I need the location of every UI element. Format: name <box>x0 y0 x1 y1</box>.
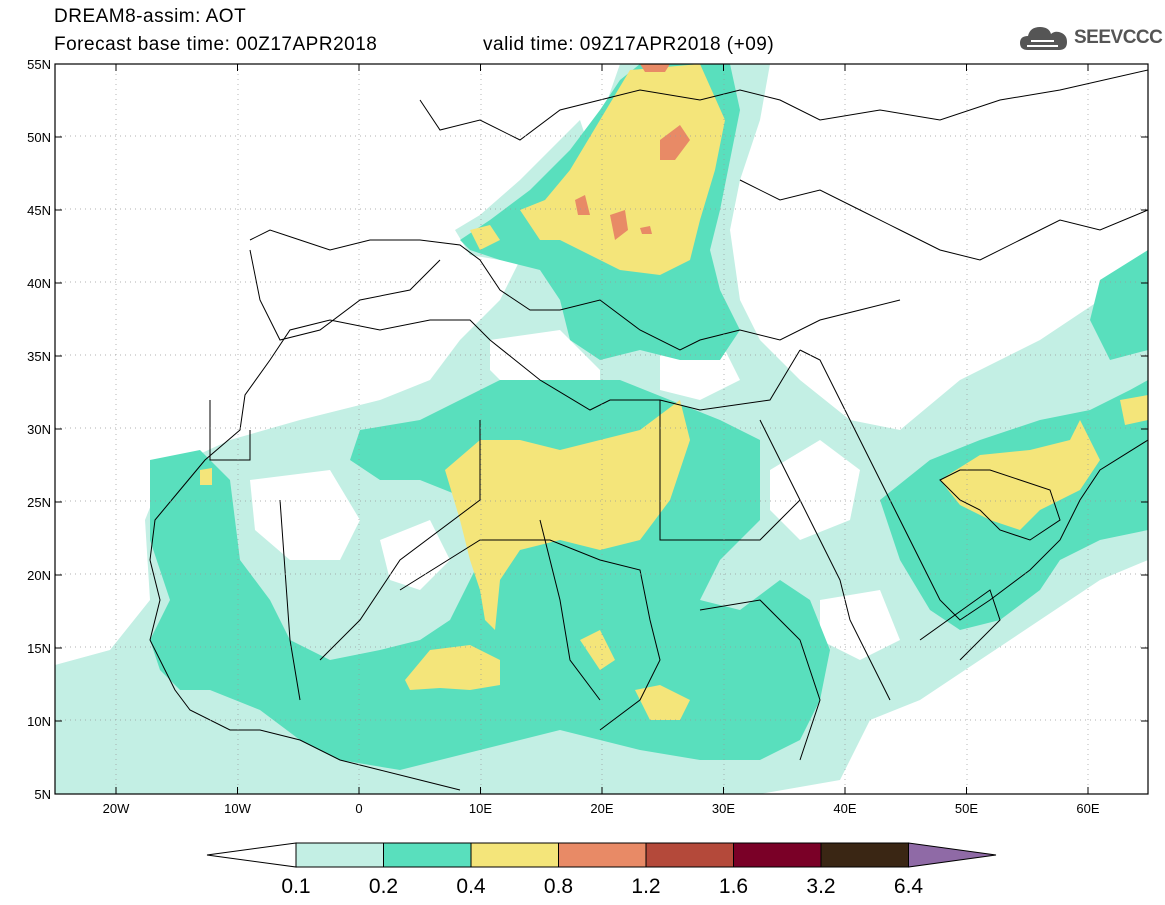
gridlines <box>55 64 1148 794</box>
seevccc-logo: SEEVCCC <box>1018 22 1163 54</box>
lat-tick-label: 55N <box>27 57 51 72</box>
lat-tick-label: 35N <box>27 349 51 364</box>
colorbar-label: 1.6 <box>719 875 748 898</box>
longitude-axis: 20W 10W 0 10E 20E 30E 40E 50E 60E <box>103 64 1100 816</box>
latitude-axis: 55N 50N 45N 40N 35N 30N 25N 20N 15N 10N 5N <box>27 57 1148 802</box>
colorbar-segment <box>733 842 822 868</box>
lon-tick-label: 10W <box>224 801 251 816</box>
forecast-base-time: Forecast base time: 00Z17APR2018 <box>54 34 378 55</box>
lat-tick-label: 25N <box>27 495 51 510</box>
logo-text: SEEVCCC <box>1074 27 1163 48</box>
lat-tick-label: 5N <box>34 787 51 802</box>
colorbar-segment <box>470 842 559 868</box>
lon-tick-label: 20E <box>590 801 613 816</box>
coastlines-borders <box>149 69 1148 791</box>
lat-tick-label: 45N <box>27 203 51 218</box>
colorbar: 0.1 0.2 0.4 0.8 1.2 1.6 3.2 6.4 <box>206 842 997 898</box>
lat-tick-label: 15N <box>27 641 51 656</box>
lat-tick-label: 10N <box>27 714 51 729</box>
aot-level-0.8 <box>575 64 690 240</box>
aot-level-0.4 <box>200 64 1148 720</box>
lat-tick-label: 50N <box>27 130 51 145</box>
lon-tick-label: 40E <box>833 801 856 816</box>
lat-tick-label: 40N <box>27 276 51 291</box>
lon-tick-label: 20W <box>103 801 130 816</box>
lat-tick-label: 20N <box>27 568 51 583</box>
colorbar-segment <box>645 842 734 868</box>
colorbar-under-arrow <box>206 842 297 868</box>
cloud-icon <box>1020 27 1067 50</box>
lon-tick-label: 50E <box>955 801 978 816</box>
colorbar-label: 6.4 <box>894 875 924 898</box>
colorbar-label: 3.2 <box>806 875 835 898</box>
colorbar-label: 0.2 <box>369 875 398 898</box>
colorbar-segment <box>820 842 909 868</box>
lon-tick-label: 0 <box>355 801 362 816</box>
aot-level-below-0.1 <box>250 330 900 660</box>
lon-tick-label: 10E <box>469 801 492 816</box>
colorbar-over-arrow <box>908 842 997 868</box>
colorbar-segment <box>295 842 384 868</box>
colorbar-label: 1.2 <box>631 875 660 898</box>
aot-field <box>55 64 1148 794</box>
lon-tick-label: 30E <box>712 801 735 816</box>
colorbar-segment <box>558 842 647 868</box>
colorbar-label: 0.1 <box>281 875 310 898</box>
colorbar-segment <box>383 842 472 868</box>
map-title: DREAM8-assim: AOT <box>54 6 247 27</box>
colorbar-label: 0.4 <box>456 875 486 898</box>
colorbar-label: 0.8 <box>544 875 573 898</box>
valid-time: valid time: 09Z17APR2018 (+09) <box>483 34 775 55</box>
lat-tick-label: 30N <box>27 422 51 437</box>
lon-tick-label: 60E <box>1076 801 1099 816</box>
